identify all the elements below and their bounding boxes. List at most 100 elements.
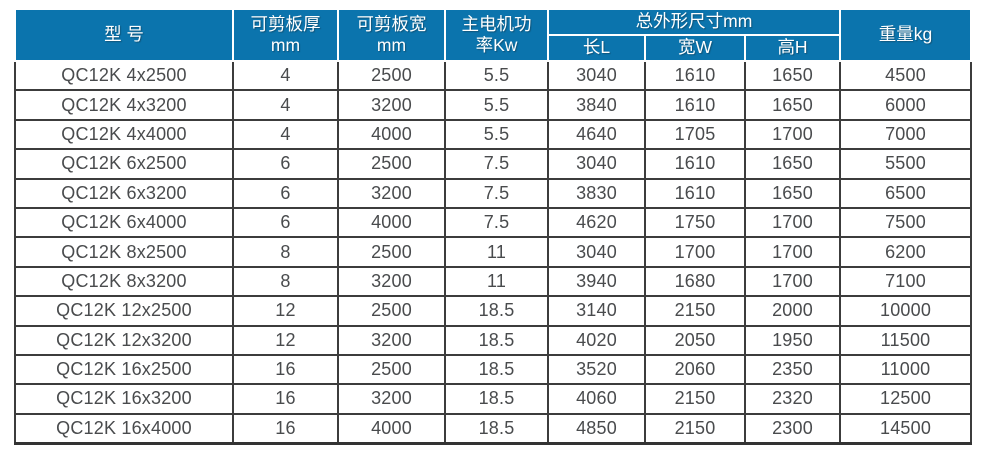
cell-shear-thickness: 16 — [232, 353, 339, 386]
table-row: QC12K 12x3200 12 3200 18.5 4020 2050 1950 11500 — [14, 324, 973, 356]
table-row: QC12K 12x2500 12 2500 18.5 3140 2150 2000 10000 — [14, 295, 973, 327]
cell-weight: 12500 — [839, 383, 973, 415]
cell-height-H: 1650 — [743, 89, 842, 121]
col-header-model: 型 号 — [14, 8, 234, 62]
cell-length-L: 3040 — [547, 236, 646, 268]
cell-width-W: 2150 — [644, 383, 746, 415]
col-header-shear-width-line2: mm — [376, 34, 407, 55]
cell-model: QC12K 12x3200 — [14, 324, 234, 356]
cell-length-L: 4060 — [547, 383, 646, 415]
cell-height-H: 1650 — [743, 148, 842, 180]
cell-motor-power: 18.5 — [444, 412, 549, 446]
cell-length-L: 3040 — [547, 61, 646, 92]
cell-shear-thickness: 4 — [232, 89, 339, 121]
col-header-overall-dimensions: 总外形尺寸mm — [546, 8, 842, 36]
cell-shear-width: 3200 — [337, 265, 446, 298]
cell-motor-power: 18.5 — [444, 324, 549, 356]
spec-table: 型 号 可剪板厚 mm 可剪板宽 mm 主电机功 率Kw 总外形尺寸mm — [14, 8, 973, 446]
cell-width-W: 1610 — [644, 61, 746, 92]
cell-length-L: 3840 — [547, 89, 646, 121]
table-row: QC12K 8x2500 8 2500 11 3040 1700 1700 6200 — [14, 236, 973, 268]
cell-shear-width: 2500 — [337, 295, 446, 327]
cell-model: QC12K 4x4000 — [14, 118, 234, 151]
cell-width-W: 2050 — [644, 324, 746, 356]
cell-shear-width: 4000 — [337, 412, 446, 446]
cell-shear-width: 3200 — [337, 177, 446, 209]
cell-length-L: 4640 — [547, 118, 646, 151]
header-row-sub: 长L 宽W 高H — [15, 34, 971, 62]
cell-shear-thickness: 6 — [232, 206, 339, 239]
cell-length-L: 3830 — [547, 177, 646, 209]
cell-model: QC12K 4x3200 — [14, 89, 234, 121]
table-row: QC12K 4x4000 4 4000 5.5 4640 1705 1700 7000 — [14, 118, 973, 151]
table-row: QC12K 6x3200 6 3200 7.5 3830 1610 1650 6500 — [14, 177, 973, 209]
cell-motor-power: 18.5 — [444, 295, 549, 327]
cell-model: QC12K 16x4000 — [14, 412, 234, 446]
cell-height-H: 1650 — [743, 177, 842, 209]
cell-height-H: 2320 — [743, 383, 842, 415]
cell-height-H: 1650 — [743, 61, 842, 92]
cell-length-L: 3140 — [547, 295, 646, 327]
col-header-motor-power-line1: 主电机功 — [461, 13, 532, 34]
cell-width-W: 1700 — [644, 236, 746, 268]
table-row: QC12K 4x3200 4 3200 5.5 3840 1610 1650 6000 — [14, 89, 973, 121]
cell-model: QC12K 12x2500 — [14, 295, 234, 327]
cell-shear-thickness: 12 — [232, 324, 339, 356]
cell-model: QC12K 8x3200 — [14, 265, 234, 298]
cell-shear-thickness: 6 — [232, 177, 339, 209]
cell-length-L: 4620 — [547, 206, 646, 239]
cell-length-L: 3520 — [547, 353, 646, 386]
cell-shear-width: 2500 — [337, 236, 446, 268]
cell-shear-width: 2500 — [337, 353, 446, 386]
table-row: QC12K 16x4000 16 4000 18.5 4850 2150 2300 14500 — [14, 412, 973, 446]
table-row: QC12K 4x2500 4 2500 5.5 3040 1610 1650 4500 — [14, 61, 973, 92]
cell-width-W: 2150 — [644, 295, 746, 327]
cell-motor-power: 5.5 — [444, 61, 549, 92]
cell-height-H: 1700 — [743, 118, 842, 151]
cell-width-W: 2060 — [644, 353, 746, 386]
cell-height-H: 1700 — [743, 236, 842, 268]
cell-height-H: 1950 — [743, 324, 842, 356]
cell-length-L: 3940 — [547, 265, 646, 298]
col-header-motor-power: 主电机功 率Kw — [444, 8, 549, 62]
cell-weight: 10000 — [839, 295, 973, 327]
cell-shear-thickness: 16 — [232, 383, 339, 415]
cell-shear-thickness: 4 — [232, 118, 339, 151]
table-row: QC12K 16x2500 16 2500 18.5 3520 2060 2350 11000 — [14, 353, 973, 386]
spec-table-header: 型 号 可剪板厚 mm 可剪板宽 mm 主电机功 率Kw 总外形尺寸mm — [14, 8, 973, 62]
cell-weight: 4500 — [839, 61, 973, 92]
col-header-width-W: 宽W — [644, 34, 746, 62]
cell-width-W: 1705 — [644, 118, 746, 151]
cell-model: QC12K 6x3200 — [14, 177, 234, 209]
cell-model: QC12K 16x2500 — [14, 353, 234, 386]
cell-shear-width: 2500 — [337, 148, 446, 180]
cell-motor-power: 7.5 — [444, 148, 549, 180]
cell-motor-power: 11 — [444, 265, 549, 298]
table-row: QC12K 6x2500 6 2500 7.5 3040 1610 1650 5500 — [14, 148, 973, 180]
cell-weight: 14500 — [839, 412, 973, 446]
col-header-shear-width-line1: 可剪板宽 — [356, 13, 427, 34]
cell-model: QC12K 6x2500 — [14, 148, 234, 180]
cell-width-W: 1610 — [644, 148, 746, 180]
col-header-length-L: 长L — [547, 34, 646, 62]
col-header-weight-label: 重量kg — [878, 24, 933, 44]
cell-weight: 6000 — [839, 89, 973, 121]
col-header-height-H-label: 高H — [777, 37, 808, 57]
cell-weight: 11000 — [839, 353, 973, 386]
cell-motor-power: 5.5 — [444, 118, 549, 151]
cell-shear-thickness: 4 — [232, 61, 339, 92]
cell-model: QC12K 8x2500 — [14, 236, 234, 268]
cell-model: QC12K 4x2500 — [14, 61, 234, 92]
cell-weight: 6500 — [839, 177, 973, 209]
col-header-shear-thickness: 可剪板厚 mm — [232, 8, 339, 62]
cell-model: QC12K 16x3200 — [14, 383, 234, 415]
col-header-shear-thickness-line1: 可剪板厚 — [250, 13, 321, 34]
cell-shear-thickness: 8 — [232, 265, 339, 298]
cell-shear-thickness: 12 — [232, 295, 339, 327]
cell-weight: 11500 — [839, 324, 973, 356]
cell-height-H: 1700 — [743, 265, 842, 298]
cell-shear-width: 3200 — [337, 383, 446, 415]
cell-length-L: 4850 — [547, 412, 646, 446]
cell-width-W: 1750 — [644, 206, 746, 239]
